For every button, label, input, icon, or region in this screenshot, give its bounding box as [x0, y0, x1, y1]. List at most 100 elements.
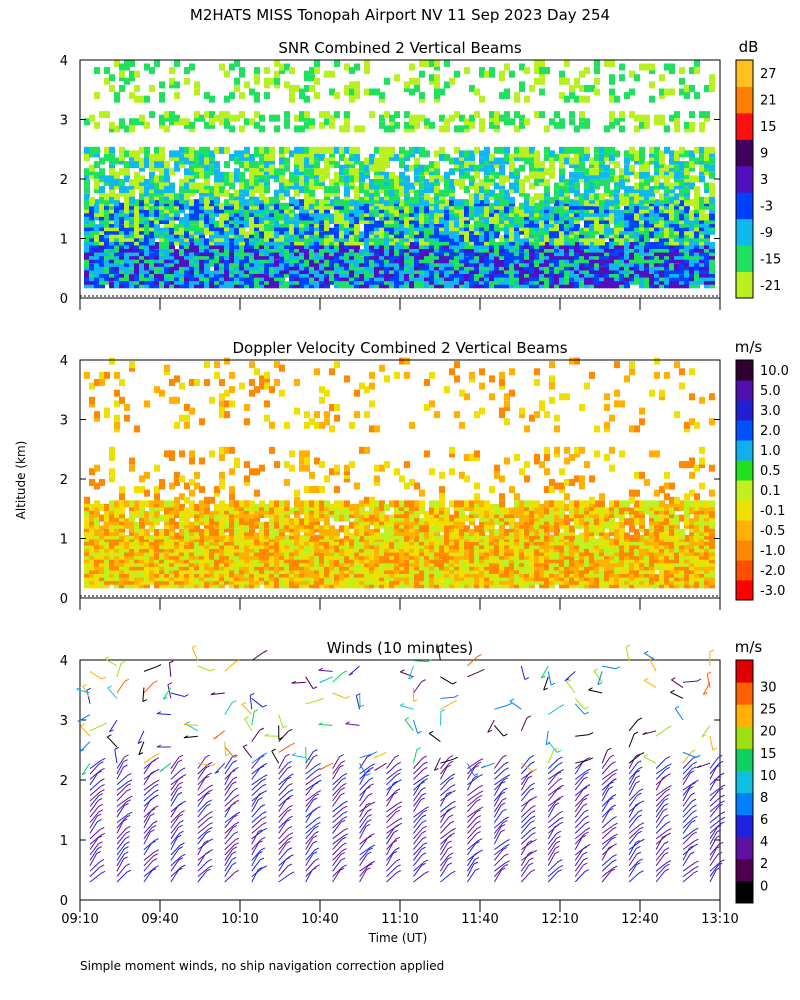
- data-cell: [474, 206, 480, 214]
- data-cell: [174, 563, 180, 571]
- data-cell: [264, 220, 270, 228]
- data-cell: [354, 209, 360, 217]
- data-cell: [484, 146, 490, 154]
- data-cell: [459, 171, 465, 179]
- data-cell: [574, 161, 580, 169]
- data-cell: [124, 252, 130, 260]
- data-cell: [234, 270, 240, 278]
- data-cell: [409, 202, 415, 210]
- data-cell: [354, 552, 360, 560]
- data-cell: [369, 252, 375, 260]
- data-cell: [119, 231, 125, 239]
- data-cell: [694, 238, 700, 246]
- data-cell: [614, 242, 620, 250]
- data-cell: [379, 178, 385, 186]
- data-cell: [399, 245, 405, 253]
- data-cell: [114, 95, 120, 103]
- data-cell: [554, 270, 560, 278]
- data-cell: [559, 217, 565, 225]
- data-cell: [139, 175, 145, 183]
- data-cell: [154, 224, 160, 232]
- data-cell: [164, 534, 170, 542]
- data-cell: [604, 274, 610, 282]
- data-cell: [179, 259, 185, 267]
- data-cell: [569, 146, 575, 154]
- data-cell: [629, 202, 635, 210]
- data-cell: [179, 267, 185, 275]
- data-cell: [284, 220, 290, 228]
- data-cell: [224, 178, 230, 186]
- data-cell: [254, 577, 260, 585]
- data-cell: [254, 242, 260, 250]
- data-cell: [679, 245, 685, 253]
- data-cell: [279, 224, 285, 232]
- data-cell: [224, 111, 230, 119]
- data-cell: [444, 220, 450, 228]
- data-cell: [514, 277, 520, 285]
- data-cell: [239, 199, 245, 207]
- data-cell: [414, 227, 420, 235]
- data-cell: [319, 563, 325, 571]
- data-cell: [139, 161, 145, 169]
- data-cell: [164, 196, 170, 204]
- data-cell: [229, 563, 235, 571]
- data-cell: [489, 263, 495, 271]
- data-cell: [344, 545, 350, 553]
- data-cell: [534, 245, 540, 253]
- data-cell: [149, 164, 155, 172]
- data-cell: [459, 267, 465, 275]
- data-cell: [254, 252, 260, 260]
- data-cell: [384, 277, 390, 285]
- data-cell: [94, 178, 100, 186]
- data-cell: [214, 161, 220, 169]
- data-cell: [249, 574, 255, 582]
- data-cell: [319, 281, 325, 289]
- data-cell: [469, 274, 475, 282]
- data-cell: [94, 182, 100, 190]
- data-cell: [124, 574, 130, 582]
- data-cell: [639, 213, 645, 221]
- data-cell: [99, 259, 105, 267]
- data-cell: [709, 270, 715, 278]
- data-cell: [674, 164, 680, 172]
- data-cell: [84, 209, 90, 217]
- data-cell: [324, 552, 330, 560]
- data-cell: [579, 146, 585, 154]
- data-cell: [404, 263, 410, 271]
- data-cell: [554, 153, 560, 161]
- data-cell: [529, 220, 535, 228]
- data-cell: [559, 153, 565, 161]
- data-cell: [604, 202, 610, 210]
- data-cell: [174, 81, 180, 89]
- data-cell: [659, 263, 665, 271]
- data-cell: [274, 234, 280, 242]
- data-cell: [494, 121, 500, 129]
- data-cell: [569, 213, 575, 221]
- data-cell: [459, 234, 465, 242]
- data-cell: [609, 245, 615, 253]
- data-cell: [99, 168, 105, 176]
- data-cell: [169, 220, 175, 228]
- data-cell: [634, 224, 640, 232]
- data-cell: [154, 182, 160, 190]
- data-cell: [114, 206, 120, 214]
- data-cell: [604, 59, 610, 67]
- data-cell: [194, 270, 200, 278]
- data-cell: [329, 242, 335, 250]
- data-cell: [274, 168, 280, 176]
- data-cell: [574, 220, 580, 228]
- data-cell: [439, 209, 445, 217]
- data-cell: [164, 178, 170, 186]
- data-cell: [544, 189, 550, 197]
- data-cell: [549, 213, 555, 221]
- data-cell: [309, 182, 315, 190]
- data-cell: [334, 217, 340, 225]
- data-cell: [644, 270, 650, 278]
- data-cell: [649, 220, 655, 228]
- data-cell: [474, 281, 480, 289]
- data-cell: [239, 281, 245, 289]
- data-cell: [559, 281, 565, 289]
- data-cell: [364, 193, 370, 201]
- data-cell: [684, 92, 690, 100]
- data-cell: [354, 256, 360, 264]
